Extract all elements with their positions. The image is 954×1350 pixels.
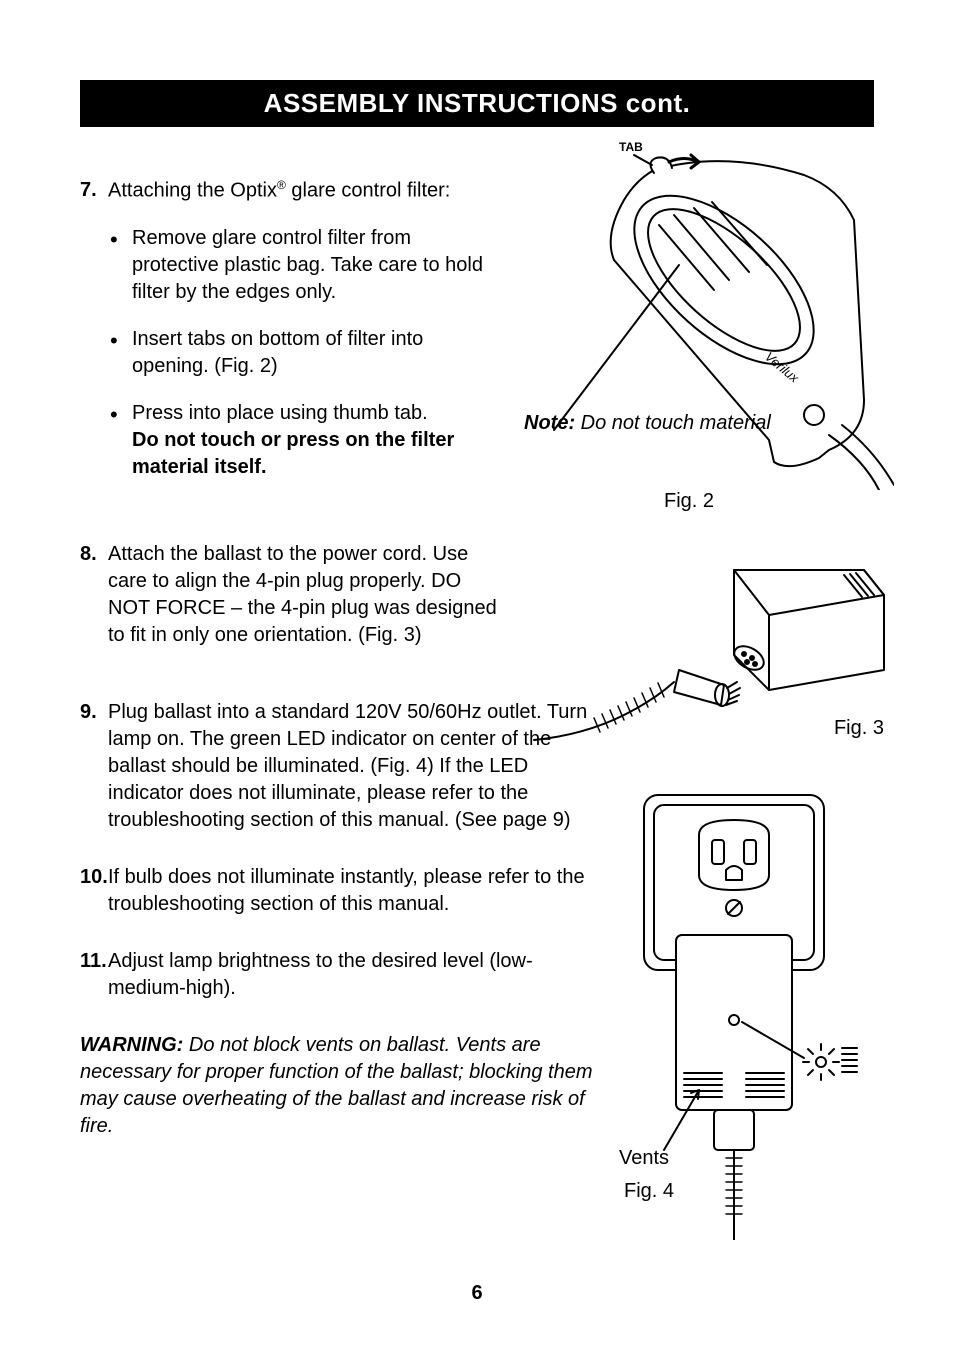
step-7-intro-pre: Attaching the Optix	[108, 180, 277, 202]
step-number: 11.	[80, 948, 108, 1002]
step-11: 11. Adjust lamp brightness to the desire…	[80, 948, 600, 1002]
bullet-item: Remove glare control filter from protect…	[108, 225, 500, 306]
page-number: 6	[0, 1282, 954, 1305]
lamp-head-illustration: Verilux	[524, 140, 894, 490]
bullet-3-line1: Press into place using thumb tab.	[132, 402, 428, 424]
step-number: 10.	[80, 864, 108, 918]
step-8: 8. Attach the ballast to the power cord.…	[80, 541, 500, 649]
step-body: Attach the ballast to the power cord. Us…	[108, 541, 500, 649]
note-body: Do not touch material	[575, 412, 771, 434]
tab-label: TAB	[619, 140, 643, 154]
section-header: ASSEMBLY INSTRUCTIONS cont.	[80, 80, 874, 127]
vents-label: Vents	[619, 1147, 669, 1170]
figure-3: Fig. 3	[524, 560, 894, 750]
step-number: 9.	[80, 699, 108, 834]
svg-text:Verilux: Verilux	[762, 349, 802, 386]
figure-2-caption: Fig. 2	[664, 490, 714, 513]
step-10: 10. If bulb does not illuminate instantl…	[80, 864, 600, 918]
registered-mark: ®	[277, 178, 286, 192]
figure-3-caption: Fig. 3	[834, 717, 884, 740]
step-number: 7.	[80, 177, 108, 205]
bullet-3-bold: Do not touch or press on the filter mate…	[132, 429, 454, 478]
step-9: 9. Plug ballast into a standard 120V 50/…	[80, 699, 600, 834]
step-body: Attaching the Optix® glare control filte…	[108, 177, 500, 205]
figure-4: Vents Fig. 4	[564, 790, 869, 1240]
figure-2-note: Note: Do not touch material	[524, 410, 771, 436]
step-number: 8.	[80, 541, 108, 649]
step-7: 7. Attaching the Optix® glare control fi…	[80, 177, 500, 481]
step-7-intro-post: glare control filter:	[286, 180, 451, 202]
bullet-item: Press into place using thumb tab. Do not…	[108, 400, 500, 481]
bullet-item: Insert tabs on bottom of filter into ope…	[108, 326, 500, 380]
figure-2: TAB Verilux	[524, 140, 894, 520]
step-body: If bulb does not illuminate instantly, p…	[108, 864, 600, 918]
outlet-ballast-illustration	[564, 790, 869, 1240]
warning-label: WARNING:	[80, 1034, 183, 1056]
note-label: Note:	[524, 412, 575, 434]
warning-text: WARNING: Do not block vents on ballast. …	[80, 1032, 600, 1140]
figure-4-caption: Fig. 4	[624, 1180, 674, 1203]
step-body: Adjust lamp brightness to the desired le…	[108, 948, 600, 1002]
step-7-bullets: Remove glare control filter from protect…	[80, 225, 500, 481]
